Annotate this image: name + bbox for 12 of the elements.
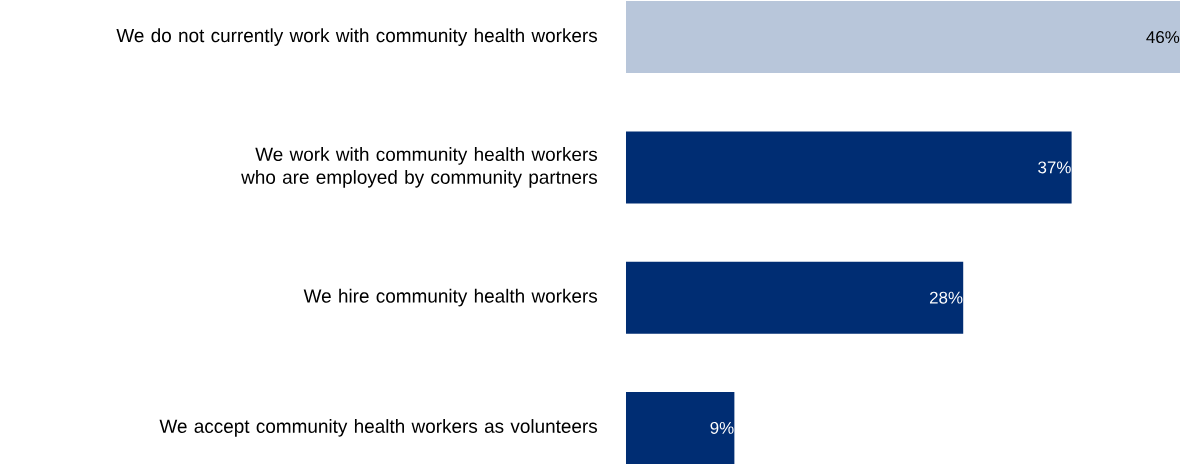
- y-tick-label: We accept community health workers as volunteers: [159, 419, 598, 437]
- y-tick-label: We work with community health workers who are employed by community partners: [241, 147, 598, 188]
- bar: [625, 391, 735, 464]
- data-label: 9%: [710, 421, 734, 434]
- bar: [625, 1, 1180, 74]
- data-label: 46%: [1146, 31, 1180, 44]
- data-label: 28%: [929, 291, 963, 304]
- y-tick-label: We do not currently work with community health workers: [116, 28, 598, 46]
- bar: [625, 261, 964, 334]
- bar: [625, 131, 1072, 204]
- data-label: 37%: [1038, 161, 1071, 174]
- y-tick-label: We hire community health workers: [303, 288, 598, 307]
